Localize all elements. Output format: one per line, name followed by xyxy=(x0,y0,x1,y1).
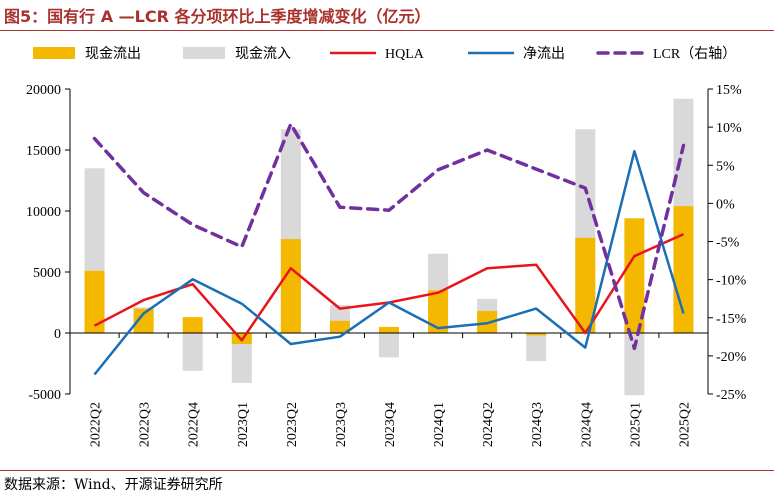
legend-label: LCR（右轴） xyxy=(653,46,736,62)
bar-现金流入-2024Q3 xyxy=(526,333,547,362)
x-tick-label: 2023Q3 xyxy=(334,402,349,447)
legend-label: 现金流出 xyxy=(85,46,141,62)
y2-tick-label: -10% xyxy=(716,274,747,289)
title-divider xyxy=(0,30,774,31)
bar-现金流出-2024Q4 xyxy=(575,237,596,333)
y2-tick-label: -5% xyxy=(716,236,740,251)
bar-现金流出-2022Q4 xyxy=(182,317,203,333)
figure-title: 图5：国有行 A —LCR 各分项环比上季度增减变化（亿元） xyxy=(4,7,431,26)
y2-tick-label: -15% xyxy=(716,312,747,327)
bar-现金流入-2023Q4 xyxy=(379,333,399,358)
line-LCR（右轴） xyxy=(92,122,686,351)
y2-tick-label: 15% xyxy=(716,83,742,98)
legend-swatch xyxy=(183,47,225,59)
y-tick-label: 5000 xyxy=(33,266,61,281)
y-tick-label: 10000 xyxy=(26,205,61,220)
y2-tick-label: -25% xyxy=(716,388,747,403)
y2-tick-label: 5% xyxy=(716,159,735,174)
x-tick-label: 2024Q2 xyxy=(481,402,496,447)
source-divider xyxy=(0,470,774,471)
x-tick-label: 2023Q2 xyxy=(285,402,300,447)
x-tick-label: 2022Q4 xyxy=(187,402,202,447)
lines-layer xyxy=(92,122,686,376)
y-tick-label: 15000 xyxy=(26,144,61,159)
line-净流出 xyxy=(93,149,685,376)
bar-现金流出-2023Q2 xyxy=(280,239,301,333)
legend-label: HQLA xyxy=(385,47,425,62)
bar-现金流入-2022Q4 xyxy=(182,333,203,371)
bar-现金流出-2025Q2 xyxy=(673,206,694,333)
legend: 现金流出 现金流入 HQLA 净流出 LCR（右轴） xyxy=(33,46,736,62)
bar-现金流出-2024Q1 xyxy=(428,290,449,333)
y2-tick-label: 10% xyxy=(716,121,742,136)
bars-layer xyxy=(84,98,694,396)
x-tick-label: 2025Q1 xyxy=(628,402,643,447)
x-tick-label: 2024Q1 xyxy=(432,402,447,447)
bar-现金流入-2025Q1 xyxy=(624,333,645,396)
y-tick-label: 0 xyxy=(54,327,61,342)
y2-tick-label: -20% xyxy=(716,350,747,365)
y-tick-label: 20000 xyxy=(26,83,61,98)
y-tick-label: -5000 xyxy=(28,388,61,403)
legend-label: 净流出 xyxy=(523,46,565,62)
x-tick-label: 2024Q3 xyxy=(530,402,545,447)
x-tick-label: 2022Q2 xyxy=(89,402,104,447)
source-note: 数据来源：Wind、开源证券研究所 xyxy=(4,477,223,493)
lcr-change-chart: 现金流出 现金流入 HQLA 净流出 LCR（右轴） -5000 0 5000 10000 15… xyxy=(26,46,747,447)
bar-现金流出-2022Q3 xyxy=(133,308,154,333)
x-tick-label: 2025Q2 xyxy=(677,402,692,447)
x-tick-label: 2023Q1 xyxy=(236,402,251,447)
axes-layer: -5000 0 5000 10000 15000 20000 -25% -20% -15% -10… xyxy=(26,83,747,447)
bar-现金流出-2023Q3 xyxy=(329,320,350,333)
legend-label: 现金流入 xyxy=(235,46,291,62)
legend-swatch xyxy=(33,47,75,59)
bar-现金流出-2023Q4 xyxy=(379,326,399,333)
y2-tick-label: 0% xyxy=(716,197,735,212)
bar-现金流出-2022Q2 xyxy=(84,270,105,333)
x-tick-label: 2024Q4 xyxy=(579,402,594,447)
bar-现金流出-2025Q1 xyxy=(624,218,645,333)
bar-现金流出-2024Q3 xyxy=(526,333,547,336)
x-tick-label: 2022Q3 xyxy=(138,402,153,447)
x-tick-label: 2023Q4 xyxy=(383,402,398,447)
bar-现金流入-2023Q1 xyxy=(231,333,252,384)
